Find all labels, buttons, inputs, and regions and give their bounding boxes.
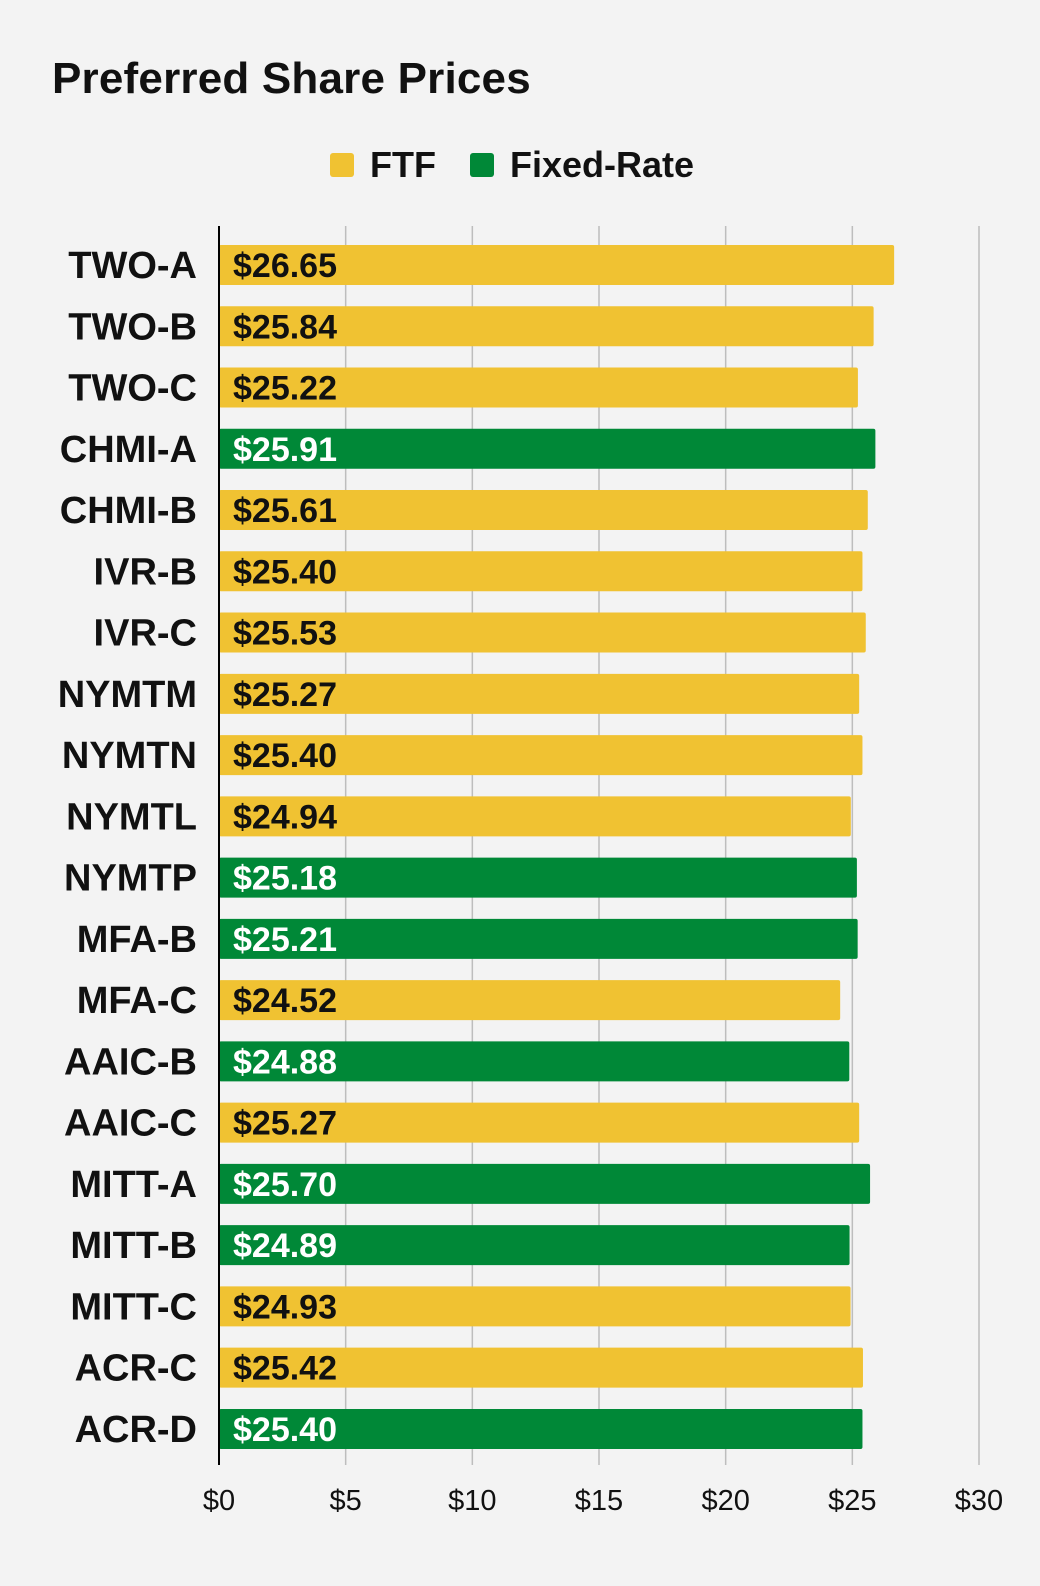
data-label: $25.18 [233,860,337,898]
category-label: CHMI-B [60,490,197,532]
data-label: $24.52 [233,982,337,1020]
data-label: $25.40 [233,737,337,775]
category-label: ACR-C [75,1348,197,1390]
category-label: NYMTL [66,796,197,838]
category-label: ACR-D [75,1409,197,1451]
category-label: TWO-C [68,368,197,410]
category-label: AAIC-B [64,1041,197,1083]
category-label: TWO-B [68,306,197,348]
bar-mfa-b [219,918,858,959]
bar-two-b [219,306,874,347]
data-label: $24.94 [233,798,337,836]
bar-nymtm [219,673,860,714]
bar-acr-c [219,1347,863,1388]
category-label: CHMI-A [60,429,197,471]
bar-ivr-b [219,551,863,592]
category-label: AAIC-C [64,1103,197,1145]
x-tick-label: $15 [575,1485,623,1517]
data-label: $25.91 [233,431,337,469]
bar-acr-d [219,1408,863,1449]
chart-title: Preferred Share Prices [52,54,531,103]
bar-nymtl [219,796,851,837]
legend-item-fixed-rate: Fixed-Rate [469,144,695,186]
bar-aaic-b [219,1041,850,1082]
category-label: NYMTN [62,735,197,777]
gridlines [344,226,980,1465]
data-label: $25.40 [233,1411,337,1449]
data-label: $24.93 [233,1288,337,1326]
x-tick-label: $25 [828,1485,876,1517]
data-label: $25.27 [233,676,337,714]
bar-two-a [219,245,895,285]
legend-label-fixed-rate: Fixed-Rate [509,144,695,185]
data-label: $25.53 [233,615,337,653]
x-tick-label: $0 [203,1485,235,1517]
data-label: $24.89 [233,1227,337,1265]
category-label: IVR-B [94,551,197,593]
bar-mfa-c [219,980,841,1021]
bar-mitt-b [219,1225,850,1266]
category-label: MITT-C [70,1286,197,1328]
category-label: MFA-B [77,919,197,961]
x-tick-label: $20 [701,1485,749,1517]
legend-swatch-fixed-rate [469,153,494,177]
category-label: MITT-A [70,1164,197,1206]
category-label: MFA-C [77,980,197,1022]
category-label: TWO-A [68,245,197,287]
data-label: $25.22 [233,370,337,408]
bar-aaic-c [219,1102,860,1143]
data-label: $25.84 [233,308,337,346]
x-tick-label: $30 [955,1485,1003,1517]
category-labels: TWO-A TWO-B TWO-C CHMI-A CHMI-B IVR-B IVR-C NYM… [58,245,197,1451]
bar-mitt-c [219,1286,851,1327]
category-label: IVR-C [94,613,197,655]
category-label: NYMTP [64,858,197,900]
bar-mitt-a [219,1163,871,1204]
legend-swatch-ftf [330,153,354,177]
category-label: MITT-B [70,1225,197,1267]
bar-ivr-c [219,612,866,653]
bar-chmi-b [219,490,868,531]
legend-label-ftf: FTF [370,144,436,185]
bar-nymtn [219,735,863,776]
bar-chmi-a [219,428,876,469]
x-tick-label: $5 [330,1485,362,1517]
legend: FTF Fixed-Rate [330,144,694,186]
data-label: $26.65 [233,247,337,285]
data-label: $24.88 [233,1043,337,1081]
bar-two-c [219,367,858,408]
legend-item-ftf: FTF [330,144,436,186]
bars: $26.65 $25.84 $25.22 $25.91 $25.61 $25.40 $25.… [219,245,895,1449]
data-label: $25.40 [233,553,337,591]
data-label: $25.61 [233,492,337,530]
data-label: $25.27 [233,1105,337,1143]
category-label: NYMTM [58,674,197,716]
x-axis-ticks: $0 $5 $10 $15 $20 $25 $30 [203,1485,1003,1517]
bar-nymtp [219,857,857,898]
data-label: $25.70 [233,1166,337,1204]
data-label: $25.42 [233,1350,337,1388]
x-tick-label: $10 [448,1485,496,1517]
data-label: $25.21 [233,921,337,959]
